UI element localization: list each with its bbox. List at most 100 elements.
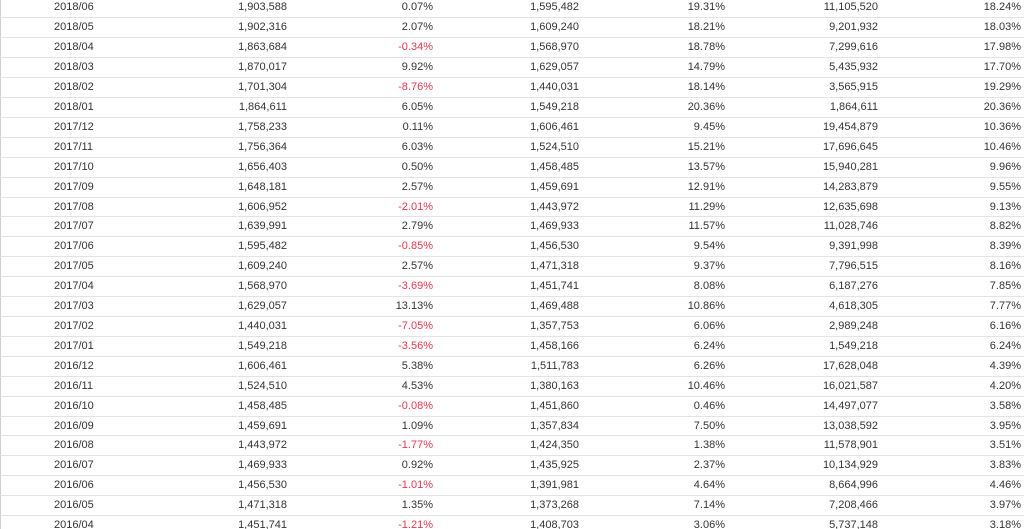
cumulative-value-cell: 19,454,879: [728, 117, 881, 138]
cumulative-change-cell: 9.55%: [881, 177, 1024, 198]
cumulative-value-cell: 1,864,611: [728, 97, 881, 118]
prior-year-value-cell: 1,568,970: [436, 37, 582, 59]
table-row: 2016/07 1,469,933 0.92% 1,435,925 2.37% 10,13…: [0, 455, 1024, 477]
month-over-month-change-cell: -8.76%: [290, 77, 436, 99]
period-cell: 2017/11: [0, 137, 112, 158]
cumulative-value-cell: 16,021,587: [728, 376, 881, 397]
table-row: 2016/08 1,443,972 -1.77% 1,424,350 1.38% 11,5…: [0, 435, 1024, 457]
monthly-value-cell: 1,459,691: [112, 416, 290, 437]
monthly-value-cell: 1,456,530: [112, 475, 290, 497]
cumulative-value-cell: 7,208,466: [728, 495, 881, 517]
monthly-value-cell: 1,609,240: [112, 256, 290, 278]
prior-year-value-cell: 1,424,350: [436, 435, 582, 457]
cumulative-change-cell: 18.03%: [881, 17, 1024, 39]
monthly-value-cell: 1,863,684: [112, 37, 290, 59]
cumulative-value-cell: 5,737,148: [728, 515, 881, 529]
year-over-year-change-cell: 9.37%: [582, 256, 728, 278]
monthly-value-cell: 1,549,218: [112, 336, 290, 357]
monthly-value-cell: 1,469,933: [112, 455, 290, 477]
month-over-month-change-cell: 6.05%: [290, 97, 436, 118]
month-over-month-change-cell: 2.79%: [290, 216, 436, 238]
month-over-month-change-cell: 2.57%: [290, 177, 436, 198]
prior-year-value-cell: 1,451,741: [436, 276, 582, 298]
cumulative-change-cell: 6.16%: [881, 316, 1024, 337]
table-row: 2016/10 1,458,485 -0.08% 1,451,860 0.46% 14,4…: [0, 396, 1024, 417]
month-over-month-change-cell: 13.13%: [290, 296, 436, 317]
monthly-value-cell: 1,440,031: [112, 316, 290, 337]
cumulative-value-cell: 6,187,276: [728, 276, 881, 298]
month-over-month-change-cell: 0.11%: [290, 117, 436, 138]
period-cell: 2016/08: [0, 435, 112, 457]
year-over-year-change-cell: 6.24%: [582, 336, 728, 357]
period-cell: 2016/04: [0, 515, 112, 529]
cumulative-value-cell: 14,497,077: [728, 396, 881, 417]
period-cell: 2016/07: [0, 455, 112, 477]
cumulative-change-cell: 9.13%: [881, 197, 1024, 218]
table-row: 2016/05 1,471,318 1.35% 1,373,268 7.14% 7,208…: [0, 495, 1024, 517]
period-cell: 2017/02: [0, 316, 112, 337]
monthly-value-cell: 1,451,741: [112, 515, 290, 529]
monthly-value-cell: 1,864,611: [112, 97, 290, 118]
month-over-month-change-cell: -0.08%: [290, 396, 436, 417]
year-over-year-change-cell: 10.86%: [582, 296, 728, 317]
table-row: 2016/12 1,606,461 5.38% 1,511,783 6.26% 17,62…: [0, 356, 1024, 377]
month-over-month-change-cell: -0.85%: [290, 236, 436, 258]
month-over-month-change-cell: -0.34%: [290, 37, 436, 59]
prior-year-value-cell: 1,357,753: [436, 316, 582, 337]
monthly-value-cell: 1,656,403: [112, 157, 290, 178]
monthly-value-cell: 1,648,181: [112, 177, 290, 198]
table-row: 2017/02 1,440,031 -7.05% 1,357,753 6.06% 2,98…: [0, 316, 1024, 337]
month-over-month-change-cell: -2.01%: [290, 197, 436, 218]
table-row: 2018/05 1,902,316 2.07% 1,609,240 18.21% 9,20…: [0, 17, 1024, 39]
prior-year-value-cell: 1,606,461: [436, 117, 582, 138]
prior-year-value-cell: 1,435,925: [436, 455, 582, 477]
cumulative-change-cell: 8.82%: [881, 216, 1024, 238]
month-over-month-change-cell: -7.05%: [290, 316, 436, 337]
year-over-year-change-cell: 6.06%: [582, 316, 728, 337]
prior-year-value-cell: 1,408,703: [436, 515, 582, 529]
year-over-year-change-cell: 3.06%: [582, 515, 728, 529]
monthly-value-cell: 1,903,588: [112, 0, 290, 19]
month-over-month-change-cell: -1.21%: [290, 515, 436, 529]
cumulative-value-cell: 10,134,929: [728, 455, 881, 477]
prior-year-value-cell: 1,380,163: [436, 376, 582, 397]
period-cell: 2017/04: [0, 276, 112, 298]
cumulative-value-cell: 7,796,515: [728, 256, 881, 278]
table-row: 2017/06 1,595,482 -0.85% 1,456,530 9.54% 9,39…: [0, 236, 1024, 258]
cumulative-change-cell: 10.46%: [881, 137, 1024, 158]
monthly-value-cell: 1,902,316: [112, 17, 290, 39]
cumulative-value-cell: 11,028,746: [728, 216, 881, 238]
period-cell: 2016/11: [0, 376, 112, 397]
period-cell: 2018/05: [0, 17, 112, 39]
prior-year-value-cell: 1,549,218: [436, 97, 582, 118]
cumulative-change-cell: 8.16%: [881, 256, 1024, 278]
monthly-value-cell: 1,458,485: [112, 396, 290, 417]
cumulative-change-cell: 3.95%: [881, 416, 1024, 437]
cumulative-change-cell: 3.18%: [881, 515, 1024, 529]
cumulative-value-cell: 9,391,998: [728, 236, 881, 258]
period-cell: 2017/01: [0, 336, 112, 357]
table-row: 2017/11 1,756,364 6.03% 1,524,510 15.21% 17,6…: [0, 137, 1024, 158]
month-over-month-change-cell: 2.07%: [290, 17, 436, 39]
prior-year-value-cell: 1,471,318: [436, 256, 582, 278]
table-row: 2017/10 1,656,403 0.50% 1,458,485 13.57% 15,9…: [0, 157, 1024, 178]
period-cell: 2017/08: [0, 197, 112, 218]
period-cell: 2017/12: [0, 117, 112, 138]
cumulative-change-cell: 4.46%: [881, 475, 1024, 497]
monthly-value-cell: 1,701,304: [112, 77, 290, 99]
month-over-month-change-cell: 1.09%: [290, 416, 436, 437]
year-over-year-change-cell: 7.14%: [582, 495, 728, 517]
prior-year-value-cell: 1,469,933: [436, 216, 582, 238]
table-row: 2016/09 1,459,691 1.09% 1,357,834 7.50% 13,03…: [0, 416, 1024, 437]
prior-year-value-cell: 1,440,031: [436, 77, 582, 99]
month-over-month-change-cell: 2.57%: [290, 256, 436, 278]
period-cell: 2016/12: [0, 356, 112, 377]
year-over-year-change-cell: 11.57%: [582, 216, 728, 238]
year-over-year-change-cell: 4.64%: [582, 475, 728, 497]
cumulative-value-cell: 14,283,879: [728, 177, 881, 198]
cumulative-change-cell: 17.70%: [881, 57, 1024, 79]
cumulative-change-cell: 3.51%: [881, 435, 1024, 457]
cumulative-value-cell: 15,940,281: [728, 157, 881, 178]
